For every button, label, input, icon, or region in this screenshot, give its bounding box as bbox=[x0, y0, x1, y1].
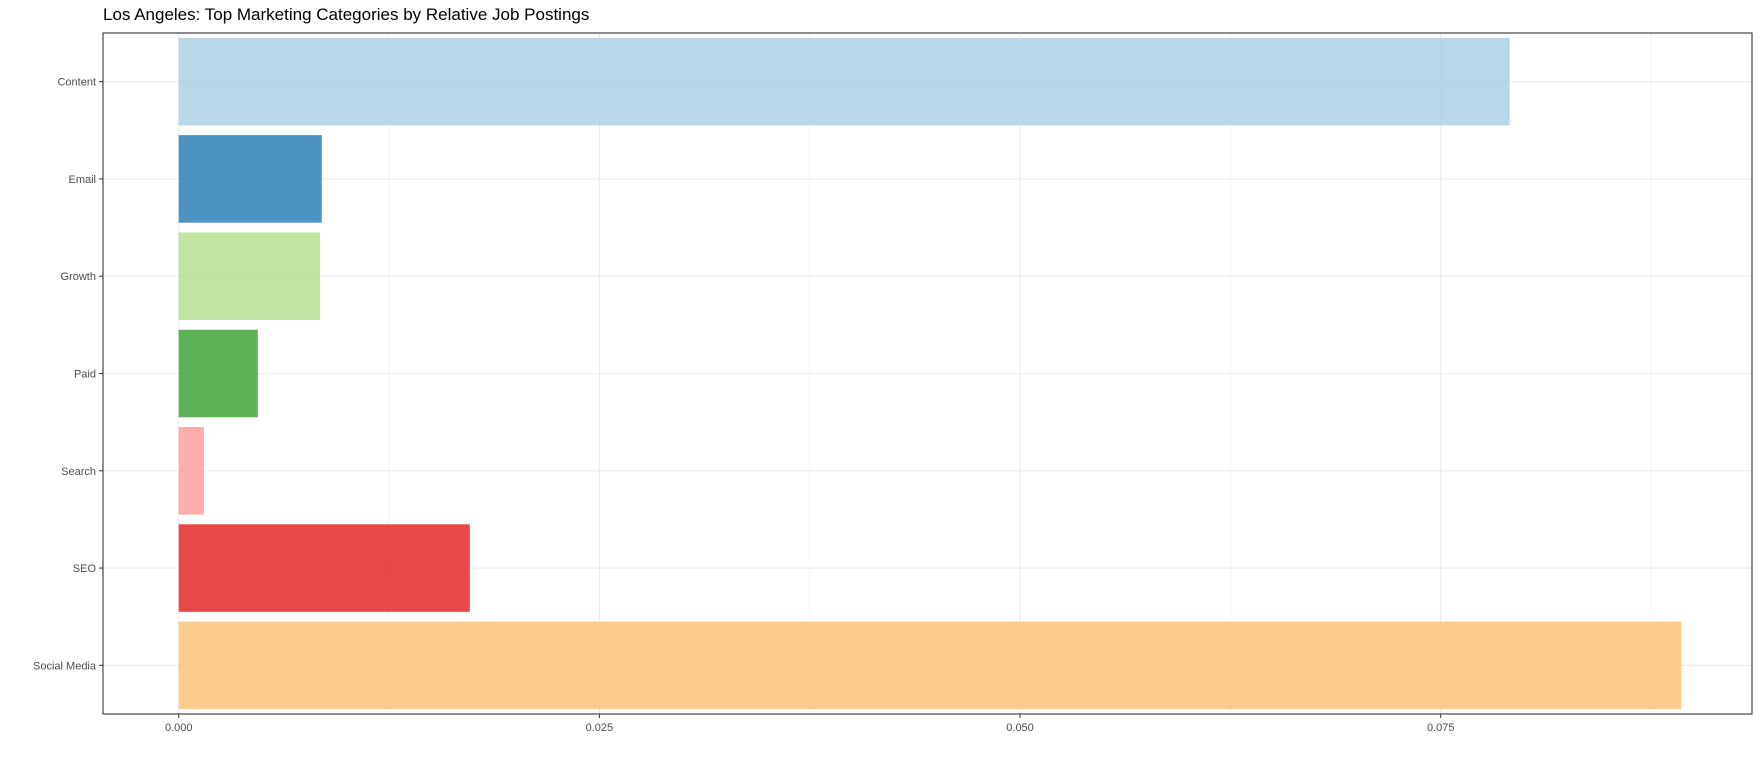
bar-layer bbox=[178, 37, 1682, 710]
bar-paid bbox=[178, 329, 258, 418]
x-tick-label: 0.025 bbox=[586, 722, 614, 734]
bar-email bbox=[178, 135, 322, 223]
y-tick-label: SEO bbox=[73, 563, 97, 575]
chart-title: Los Angeles: Top Marketing Categories by… bbox=[103, 5, 590, 24]
axis-layer: Content Email Growth Paid Search SEO Social Me… bbox=[33, 77, 1454, 734]
bar-content bbox=[178, 37, 1510, 126]
y-tick-label: Content bbox=[57, 77, 96, 89]
y-tick-label: Search bbox=[61, 466, 96, 478]
x-tick-label: 0.050 bbox=[1006, 722, 1034, 734]
bar-growth bbox=[178, 232, 321, 320]
x-tick-label: 0.000 bbox=[165, 722, 193, 734]
y-tick-label: Growth bbox=[61, 271, 96, 283]
y-tick-label: Paid bbox=[74, 369, 96, 381]
bar-seo bbox=[178, 524, 470, 612]
bar-social-media bbox=[178, 621, 1682, 710]
y-tick-label: Email bbox=[68, 174, 96, 186]
bar-search bbox=[178, 427, 204, 515]
x-tick-label: 0.075 bbox=[1427, 722, 1455, 734]
y-tick-label: Social Media bbox=[33, 660, 97, 672]
